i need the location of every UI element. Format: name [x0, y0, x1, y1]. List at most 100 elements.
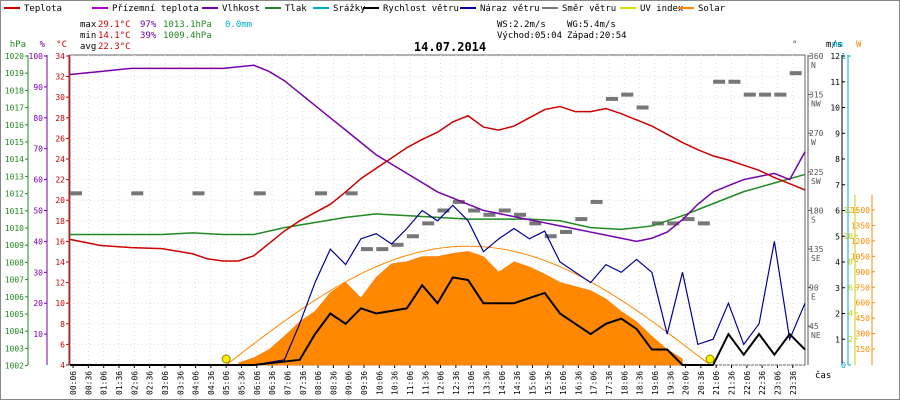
x-tick-label: 05:36: [238, 371, 247, 395]
axis-ms-tick-label: 5: [835, 232, 840, 241]
axis-dir-tick-label: 270: [809, 129, 824, 138]
axis-pct-tick-label: 100: [29, 52, 44, 61]
stat-min-hum: 39%: [140, 31, 157, 41]
axis-degc-tick-label: 18: [55, 217, 65, 226]
x-tick-label: 05:06: [222, 371, 231, 395]
x-tick-label: 07:36: [299, 371, 308, 395]
legend-label: Tlak: [285, 4, 307, 14]
x-tick-label: 04:36: [207, 371, 216, 395]
axis-ms-tick-label: 12: [830, 52, 840, 61]
axis-hpa-tick-label: 1011: [5, 207, 24, 216]
stat-max-hum: 97%: [140, 20, 157, 30]
series-wind-dir-mark: [360, 247, 373, 252]
x-tick-label: 16:36: [574, 371, 583, 395]
series-wind-dir-mark: [70, 191, 82, 196]
axis-degc-tick-label: 24: [55, 155, 65, 164]
axis-degc-tick-label: 34: [55, 52, 65, 61]
axis-dir-cardinal: S: [811, 215, 816, 224]
legend-label: Solar: [698, 4, 726, 14]
series-wind-dir-mark: [391, 242, 404, 247]
stat-max-rain: 0.0mm: [225, 20, 252, 30]
axis-degc-tick-label: 22: [55, 176, 65, 185]
series-temperature-line: [69, 105, 806, 262]
series-wind-dir-mark: [498, 208, 511, 213]
axis-hpa-tick-label: 1013: [5, 172, 24, 181]
axis-dir-tick-label: 90: [809, 284, 819, 293]
x-tick-label: 17:06: [590, 371, 599, 395]
series-wind-dir-mark: [131, 191, 144, 196]
x-tick-label: 14:06: [498, 371, 507, 395]
axis-ms-tick-label: 7: [835, 181, 840, 190]
axis-degc-label: °C: [56, 40, 67, 50]
x-tick-label: 11:36: [421, 371, 430, 395]
x-tick-label: 06:36: [268, 371, 277, 395]
series-wind-dir-mark: [406, 234, 419, 239]
legend-label: Přízemní teplota: [112, 4, 199, 14]
axis-hpa-tick-label: 1014: [5, 155, 24, 164]
stat-ws: WS:2.2m/s: [497, 20, 546, 30]
axis-w-tick-label: 1350: [851, 221, 870, 230]
axis-dir-tick-label: 135: [809, 245, 824, 254]
axis-ms-tick-label: 2: [835, 310, 840, 319]
stat-wg: WG:5.4m/s: [567, 20, 616, 30]
axis-ms-label: m/s: [826, 40, 842, 50]
x-tick-label: 09:36: [360, 371, 369, 395]
x-tick-label: 14:36: [513, 371, 522, 395]
series-wind-dir-mark: [253, 191, 266, 196]
series-wind-dir-mark: [713, 79, 726, 84]
series-wind-dir-mark: [636, 105, 649, 110]
x-tick-label: 21:06: [712, 371, 721, 395]
x-tick-label: 03:36: [176, 371, 185, 395]
axis-dir-tick-label: 360: [809, 52, 824, 61]
axis-pct-tick-label: 70: [33, 145, 43, 154]
series-wind-dir-mark: [192, 191, 205, 196]
axis-w-tick-label: 1500: [851, 206, 870, 215]
stat-min-label: min: [80, 31, 96, 41]
x-tick-label: 01:36: [115, 371, 124, 395]
series-wind-dir-mark: [590, 199, 603, 204]
x-tick-label: 04:06: [192, 371, 201, 395]
x-tick-label: 16:06: [559, 371, 568, 395]
stats-block: max 29.1°C 97% 1013.1hPa 0.0mm min 14.1°…: [80, 20, 627, 52]
series-wind-dir-mark: [774, 92, 787, 97]
axis-ms-tick-label: 11: [830, 78, 840, 87]
series-pressure-line: [70, 173, 806, 236]
axis-uv-tick-label: 12: [843, 206, 853, 215]
axis-ms-tick-label: 4: [835, 258, 840, 267]
series-wind-dir-mark: [544, 234, 557, 239]
series-wind-speed-line: [70, 276, 806, 366]
x-tick-label: 00:36: [84, 371, 93, 395]
axis-pct-tick-label: 80: [33, 114, 43, 123]
axis-ms-tick-label: 9: [835, 129, 840, 138]
x-tick-label: 02:06: [130, 371, 139, 395]
series-wind-dir-mark: [422, 221, 435, 226]
x-tick-label: 23:06: [773, 371, 782, 395]
axis-w-tick-label: 600: [856, 299, 871, 308]
series-wind-dir-mark: [728, 79, 741, 84]
axis-hpa-tick-label: 1012: [5, 190, 24, 199]
axis-pct-label: %: [40, 40, 46, 50]
x-tick-label: 22:06: [743, 371, 752, 395]
legend-label: Rychlost větru: [383, 4, 459, 14]
series-wind-dir-mark: [560, 229, 572, 234]
axis-hpa-tick-label: 1005: [5, 310, 24, 319]
legend: Teplota Přízemní teplota Vlhkost Tlak Srážky…: [4, 4, 726, 14]
x-tick-label: 08:36: [329, 371, 338, 395]
x-tick-label: 20:06: [682, 371, 691, 395]
series-wind-dir-mark: [682, 217, 695, 222]
axis-pct-tick-label: 90: [33, 83, 43, 92]
axis-w-tick-label: 450: [856, 314, 871, 323]
axis-ms-tick-label: 6: [835, 207, 840, 216]
axis-degc-tick-label: 6: [60, 340, 65, 349]
axis-uv-tick-label: 4: [848, 309, 853, 318]
axis-hpa-tick-label: 1020: [5, 52, 24, 61]
x-tick-label: 08:06: [314, 371, 323, 395]
stat-sunset: Západ:20:54: [567, 31, 627, 41]
x-tick-label: 12:36: [452, 371, 461, 395]
x-tick-label: 02:36: [146, 371, 155, 395]
axis-hpa-tick-label: 1010: [5, 224, 24, 233]
stat-min-temp: 14.1°C: [98, 31, 131, 41]
axis-ms-tick-label: 10: [830, 104, 840, 113]
series-wind-dir-mark: [514, 212, 527, 217]
series-wind-dir-mark: [483, 212, 496, 217]
